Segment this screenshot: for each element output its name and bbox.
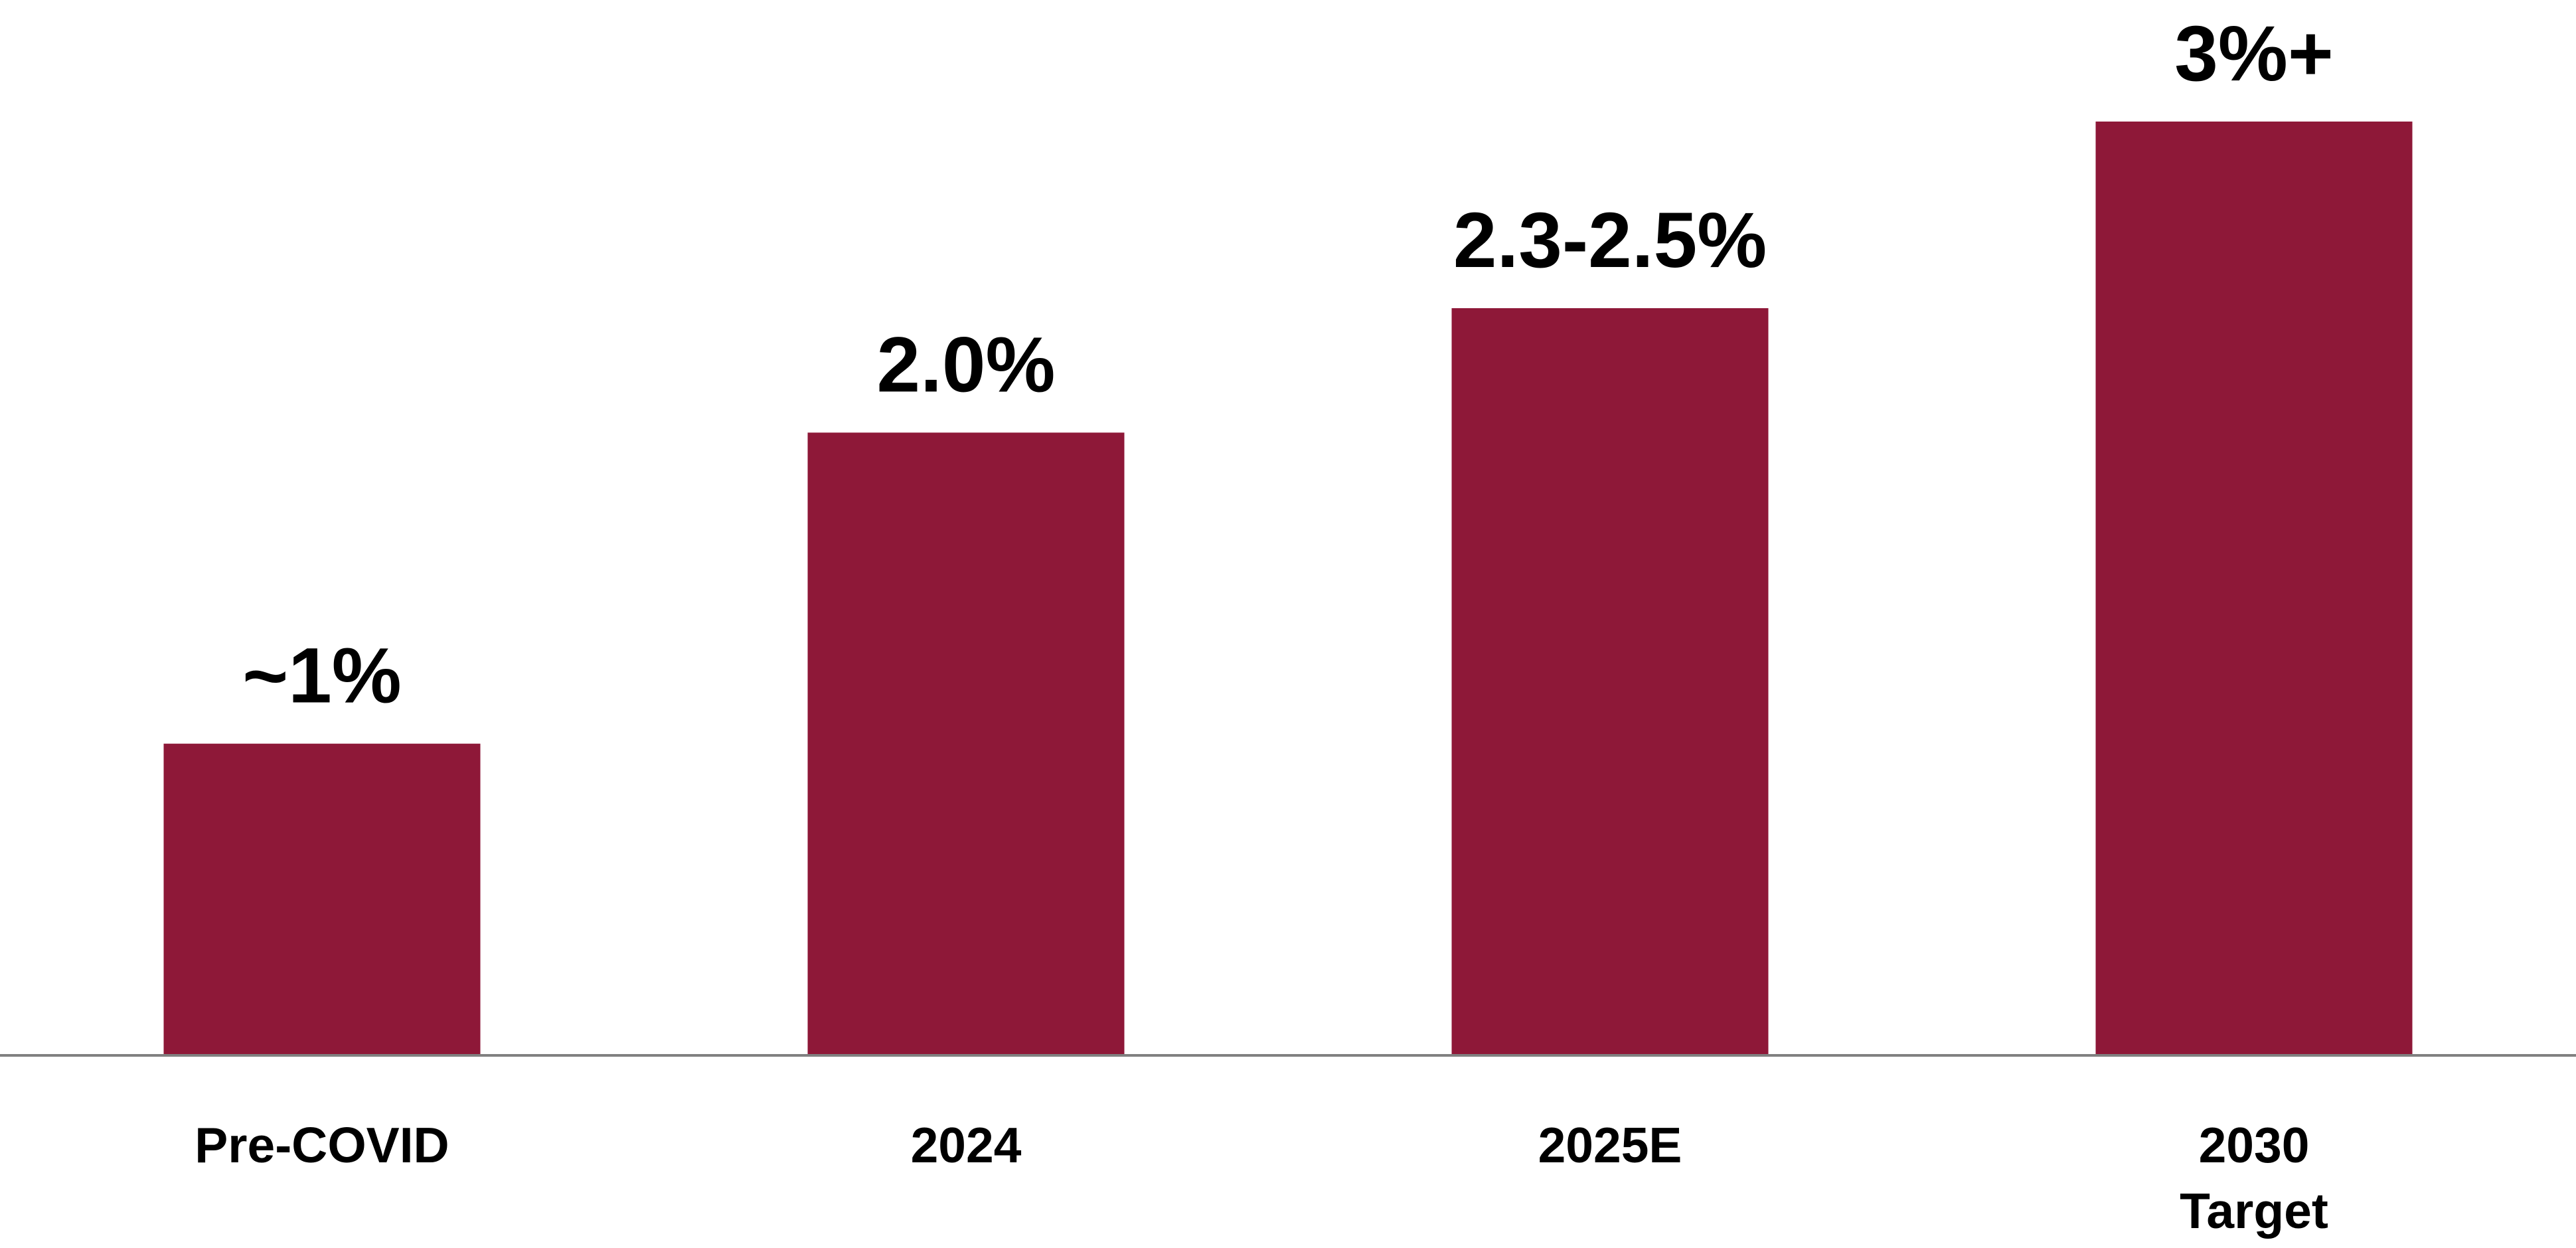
x-tick-label: Pre-COVID	[195, 1117, 449, 1173]
x-tick-label: 2024	[910, 1117, 1022, 1173]
bar	[2095, 122, 2413, 1055]
value-label: ~1%	[242, 632, 401, 720]
bar	[807, 432, 1125, 1055]
x-tick-label: 2030 Target	[2180, 1117, 2328, 1239]
bar	[163, 743, 481, 1055]
bar	[1451, 308, 1769, 1055]
value-label: 3%+	[2174, 10, 2333, 98]
x-tick-label: 2025E	[1538, 1117, 1682, 1173]
value-label: 2.0%	[877, 321, 1056, 408]
value-label: 2.3-2.5%	[1453, 197, 1767, 284]
